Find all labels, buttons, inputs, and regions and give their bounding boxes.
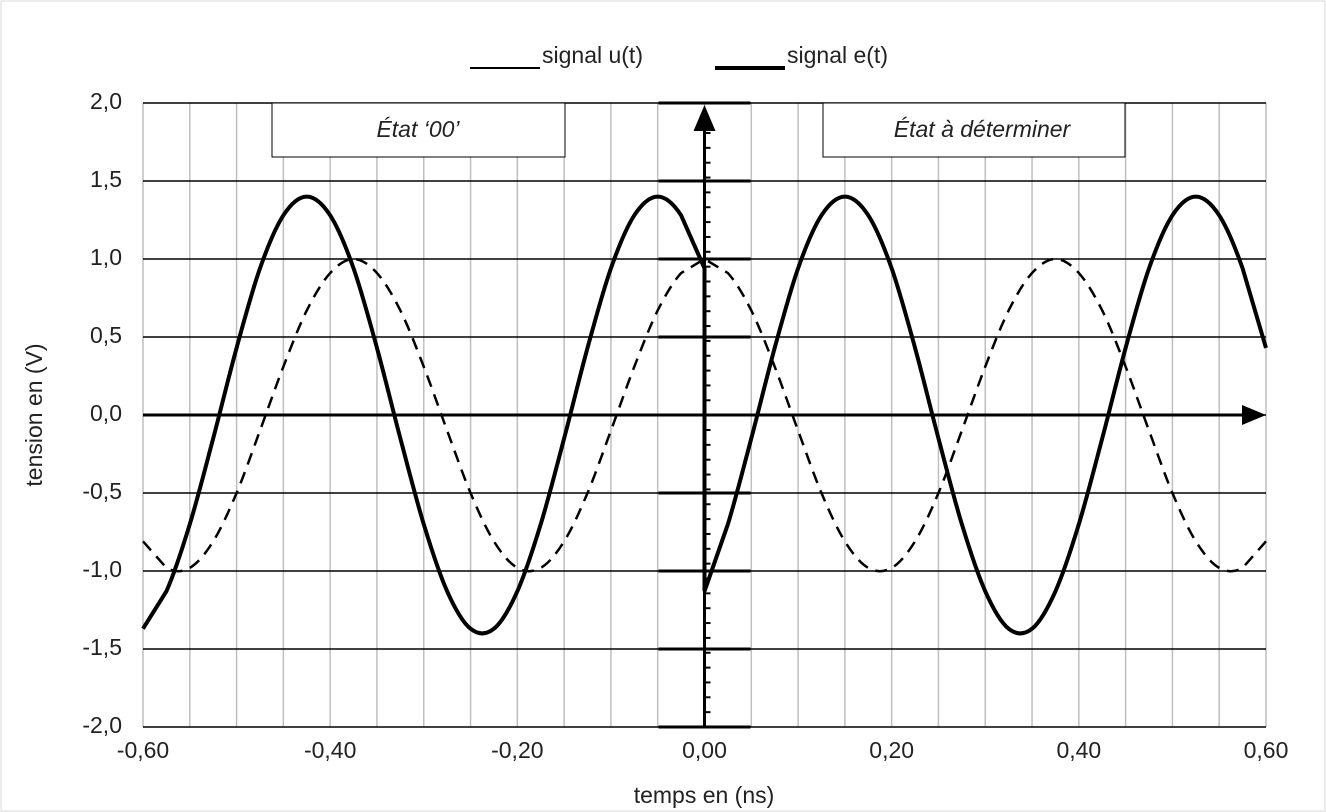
x-tick-label: 0,40: [1056, 737, 1101, 763]
y-tick-label: -1,5: [82, 634, 122, 660]
x-axis-label: temps en (ns): [634, 782, 775, 808]
annotation: État ‘00’: [376, 116, 460, 142]
x-tick-label: 0,60: [1244, 737, 1289, 763]
series-line: [141, 194, 1268, 636]
x-tick-label: -0,40: [304, 737, 356, 763]
y-tick-label: -0,5: [82, 478, 122, 504]
x-axis-arrow: [1242, 405, 1266, 425]
y-tick-label: 0,5: [90, 322, 122, 348]
annotation-box: [271, 102, 566, 158]
y-tick-label: 0,0: [90, 400, 122, 426]
y-tick-label: 1,0: [90, 244, 122, 270]
annotation-box: [822, 102, 1126, 158]
y-tick-label: 2,0: [90, 88, 122, 114]
x-tick-label: -0,20: [491, 737, 543, 763]
y-tick-label: -1,0: [82, 556, 122, 582]
y-axis-label: tension en (V): [21, 343, 47, 486]
legend-label: signal u(t): [542, 42, 643, 68]
y-axis-arrow: [693, 105, 716, 131]
y-tick-label: 1,5: [90, 166, 122, 192]
y-tick-label: -2,0: [82, 712, 122, 738]
x-tick-label: 0,00: [682, 737, 727, 763]
x-tick-label: -0,60: [117, 737, 169, 763]
x-tick-label: 0,20: [869, 737, 914, 763]
annotation: État à déterminer: [894, 116, 1072, 142]
legend-label: signal e(t): [787, 42, 888, 68]
